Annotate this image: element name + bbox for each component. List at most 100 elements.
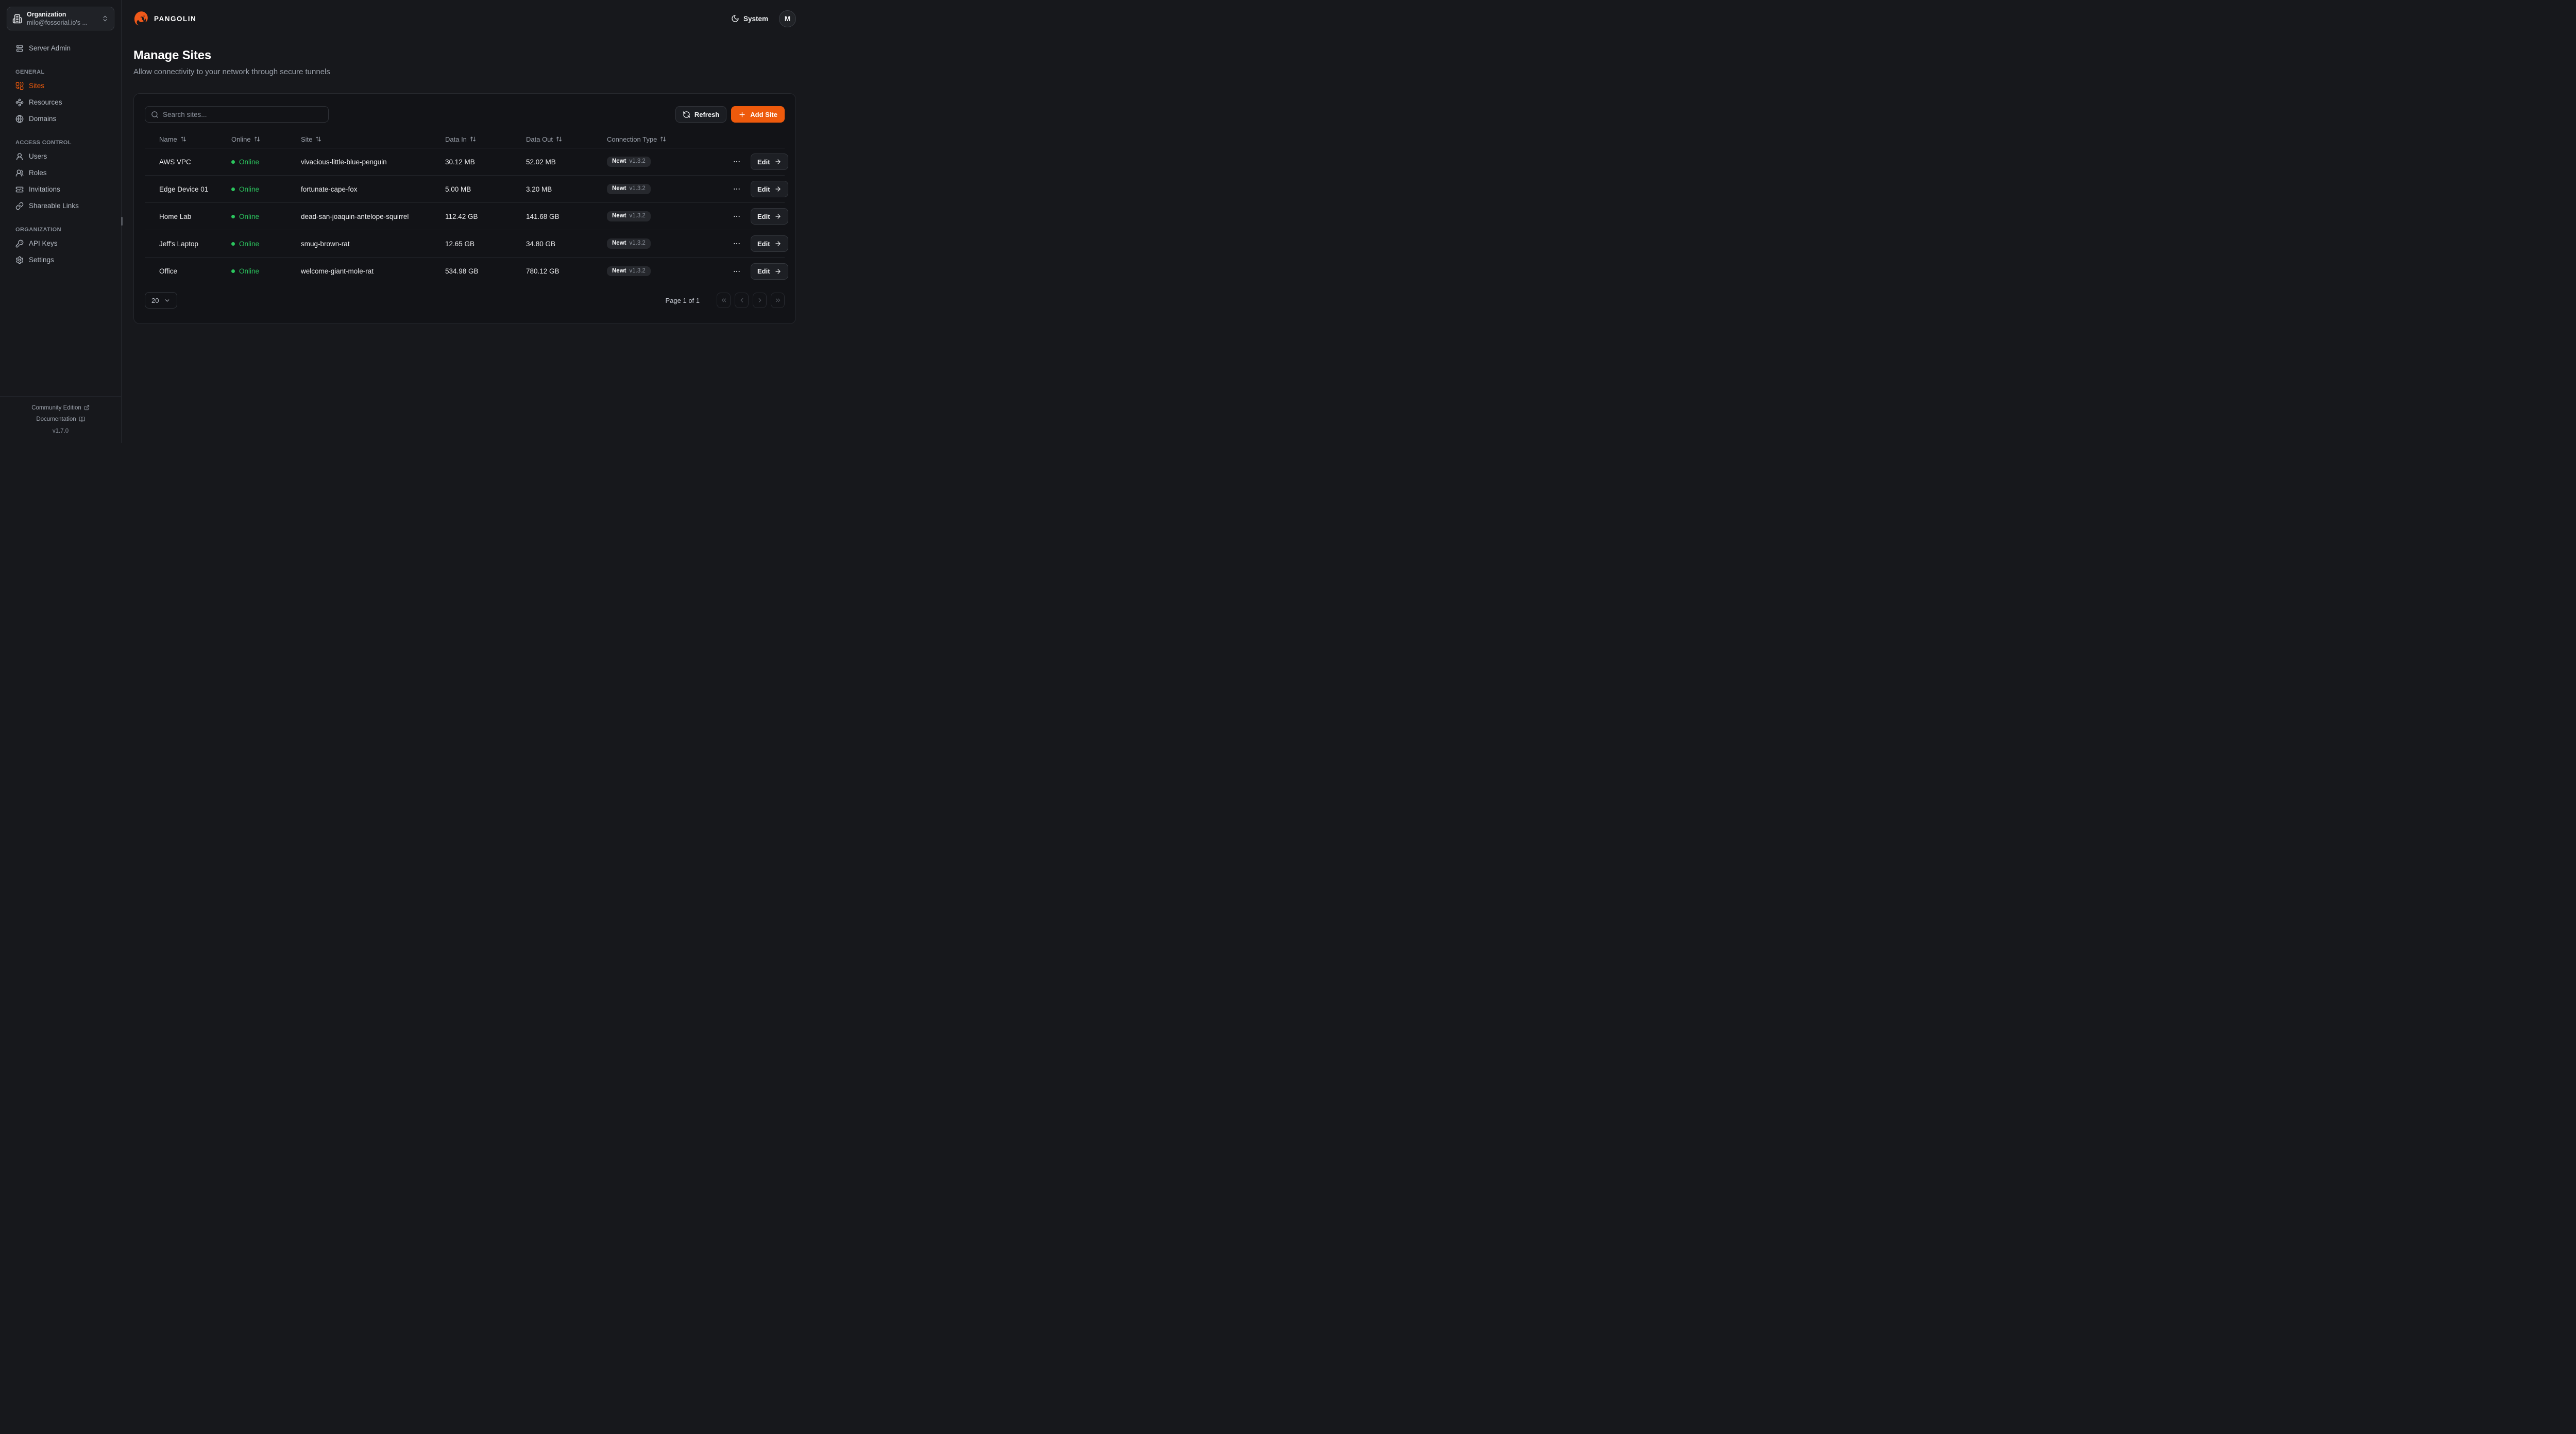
sidebar-item-label: Settings: [29, 256, 54, 264]
user-icon: [15, 152, 24, 161]
edit-button[interactable]: Edit: [751, 181, 788, 197]
refresh-button[interactable]: Refresh: [675, 106, 727, 123]
online-status-label: Online: [239, 212, 260, 220]
sort-icon: [660, 136, 666, 142]
community-edition-label: Community Edition: [31, 404, 81, 411]
last-page-button[interactable]: [771, 293, 785, 308]
sidebar-scrollbar-thumb[interactable]: [121, 217, 123, 226]
toolbar: Refresh Add Site: [145, 106, 785, 123]
documentation-label: Documentation: [36, 416, 76, 423]
chevrons-up-down-icon: [101, 15, 109, 22]
sidebar-item-server-admin[interactable]: Server Admin: [7, 40, 114, 57]
sort-icon: [556, 136, 562, 142]
next-page-button[interactable]: [753, 293, 767, 308]
sites-table: Name Online Site Data In Data Out: [145, 130, 788, 285]
combine-icon: [15, 82, 24, 90]
sidebar-item-resources[interactable]: Resources: [7, 94, 114, 111]
sidebar-item-label: Server Admin: [29, 44, 71, 53]
cell-actions: Edit: [732, 181, 795, 197]
avatar[interactable]: M: [779, 10, 796, 27]
cell-actions: Edit: [732, 263, 795, 280]
online-status-label: Online: [239, 267, 260, 275]
table-row[interactable]: AWS VPC Online vivacious-little-blue-pen…: [145, 148, 788, 176]
cell-data-in: 5.00 MB: [445, 185, 471, 193]
sidebar-item-settings[interactable]: Settings: [7, 252, 114, 268]
online-status-dot: [231, 160, 235, 164]
connection-type-version: v1.3.2: [629, 185, 646, 192]
gear-icon: [15, 256, 24, 264]
row-menu-button[interactable]: [732, 184, 742, 194]
column-header-data-out[interactable]: Data Out: [526, 135, 607, 143]
building-icon: [12, 14, 22, 24]
row-menu-button[interactable]: [732, 157, 742, 167]
ellipsis-icon: [733, 158, 741, 166]
connection-type-name: Newt: [612, 185, 626, 192]
edit-label: Edit: [757, 267, 770, 275]
sidebar-item-roles[interactable]: Roles: [7, 165, 114, 181]
topbar: PANGOLIN System M: [133, 0, 796, 37]
online-status-dot: [231, 269, 235, 273]
row-menu-button[interactable]: [732, 266, 742, 277]
org-switcher[interactable]: Organization milo@fossorial.io's ...: [7, 7, 114, 30]
connection-type-badge: Newt v1.3.2: [607, 266, 651, 277]
column-header-site[interactable]: Site: [301, 135, 445, 143]
cell-actions: Edit: [732, 235, 795, 252]
add-site-button[interactable]: Add Site: [731, 106, 785, 123]
table-row[interactable]: Home Lab Online dead-san-joaquin-antelop…: [145, 203, 788, 230]
server-icon: [15, 44, 24, 53]
row-menu-button[interactable]: [732, 238, 742, 249]
table-row[interactable]: Jeff's Laptop Online smug-brown-rat 12.6…: [145, 230, 788, 258]
community-edition-link[interactable]: Community Edition: [31, 402, 90, 414]
documentation-link[interactable]: Documentation: [36, 414, 85, 425]
previous-page-button[interactable]: [735, 293, 749, 308]
first-page-button[interactable]: [717, 293, 731, 308]
ellipsis-icon: [733, 185, 741, 193]
sidebar-item-users[interactable]: Users: [7, 148, 114, 165]
sidebar-item-shareable-links[interactable]: Shareable Links: [7, 198, 114, 214]
cell-data-out: 52.02 MB: [526, 158, 556, 166]
chevron-down-icon: [164, 297, 171, 304]
sidebar-item-sites[interactable]: Sites: [7, 78, 114, 94]
cell-online-status: Online: [231, 213, 301, 220]
column-header-data-in[interactable]: Data In: [445, 135, 526, 143]
cell-data-out: 141.68 GB: [526, 212, 560, 220]
edit-label: Edit: [757, 212, 770, 220]
cell-connection-type: Newt v1.3.2: [607, 266, 732, 277]
arrow-right-icon: [774, 185, 782, 193]
cell-site: smug-brown-rat: [301, 240, 350, 248]
cell-connection-type: Newt v1.3.2: [607, 157, 732, 167]
connection-type-badge: Newt v1.3.2: [607, 184, 651, 194]
column-header-online[interactable]: Online: [231, 135, 301, 143]
moon-icon: [731, 14, 739, 23]
cell-name: Edge Device 01: [159, 185, 209, 193]
theme-toggle[interactable]: System: [731, 14, 768, 23]
cell-data-in: 30.12 MB: [445, 158, 475, 166]
cell-connection-type: Newt v1.3.2: [607, 238, 732, 249]
sidebar-item-domains[interactable]: Domains: [7, 111, 114, 127]
online-status-label: Online: [239, 158, 260, 166]
table-row[interactable]: Edge Device 01 Online fortunate-cape-fox…: [145, 176, 788, 203]
cell-online-status: Online: [231, 240, 301, 248]
edit-label: Edit: [757, 158, 770, 166]
column-header-connection-type[interactable]: Connection Type: [607, 135, 732, 143]
edit-button[interactable]: Edit: [751, 235, 788, 252]
search-input[interactable]: [163, 110, 323, 118]
sidebar-item-api-keys[interactable]: API Keys: [7, 235, 114, 252]
sidebar-item-label: Roles: [29, 169, 47, 177]
brand-logo[interactable]: PANGOLIN: [133, 11, 196, 27]
row-menu-button[interactable]: [732, 211, 742, 221]
edit-button[interactable]: Edit: [751, 263, 788, 280]
online-status-dot: [231, 242, 235, 246]
connection-type-name: Newt: [612, 240, 626, 247]
cell-name: Office: [159, 267, 178, 275]
edit-button[interactable]: Edit: [751, 153, 788, 170]
sort-icon: [315, 136, 321, 142]
sort-icon: [180, 136, 187, 142]
table-row[interactable]: Office Online welcome-giant-mole-rat 534…: [145, 258, 788, 285]
edit-button[interactable]: Edit: [751, 208, 788, 225]
sidebar: Organization milo@fossorial.io's ... Ser…: [0, 0, 123, 443]
page-size-select[interactable]: 20: [145, 292, 178, 309]
external-link-icon: [84, 405, 90, 411]
sidebar-item-invitations[interactable]: Invitations: [7, 181, 114, 198]
column-header-name[interactable]: Name: [159, 135, 231, 143]
